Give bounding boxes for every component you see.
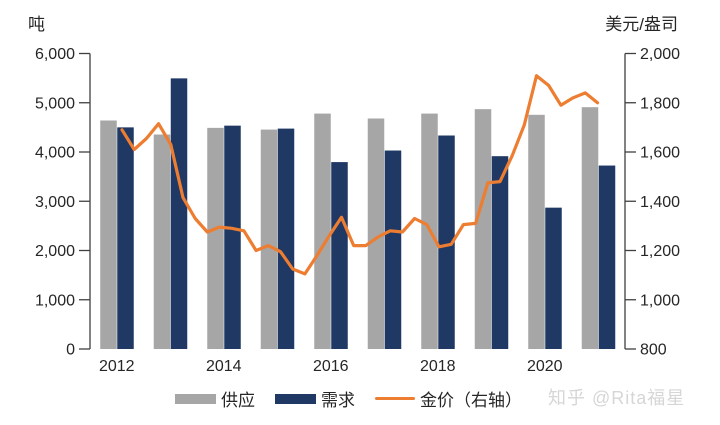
svg-text:2012: 2012	[99, 358, 135, 375]
svg-text:1,800: 1,800	[640, 95, 680, 112]
svg-text:2,000: 2,000	[640, 46, 680, 63]
svg-text:2016: 2016	[313, 358, 349, 375]
svg-text:2018: 2018	[420, 358, 456, 375]
svg-text:1,000: 1,000	[35, 292, 75, 309]
supply-bar-2021	[581, 107, 599, 350]
supply-bar-2019	[474, 109, 492, 349]
demand-swatch-icon	[275, 393, 316, 404]
svg-text:1,000: 1,000	[640, 292, 680, 309]
right-axis-unit-label: 美元/盎司	[605, 15, 678, 34]
demand-bar-2015	[277, 128, 295, 349]
legend-item-gold-price: 金价（右轴）	[375, 386, 522, 411]
legend-item-demand: 需求	[275, 386, 355, 411]
svg-text:4,000: 4,000	[35, 145, 75, 162]
supply-swatch-icon	[175, 393, 216, 404]
demand-bar-2016	[331, 162, 348, 349]
chart-legend: 供应 需求 金价（右轴）	[175, 386, 522, 411]
demand-bar-2020	[545, 207, 562, 349]
demand-bar-2021	[598, 165, 616, 349]
left-axis-unit-label: 吨	[28, 15, 45, 34]
svg-text:2,000: 2,000	[35, 243, 75, 260]
demand-bar-2019	[491, 156, 509, 349]
supply-bar-2014	[207, 127, 224, 350]
supply-bar-2015	[260, 129, 278, 349]
legend-item-supply: 供应	[175, 386, 255, 411]
demand-bar-2017	[384, 150, 402, 349]
svg-text:2020: 2020	[527, 358, 563, 375]
axis-ticks-and-labels: 0 800 1,000 1,000 2,000 1,200 3,000 1,400 4,000 1…	[35, 46, 680, 359]
demand-bar-2013	[170, 78, 188, 349]
demand-bar-2018	[438, 135, 455, 349]
legend-label-demand: 需求	[321, 391, 355, 410]
x-axis-labels: 2012 2014 2016 2018 2020	[99, 358, 563, 375]
svg-text:3,000: 3,000	[35, 194, 75, 211]
svg-text:6,000: 6,000	[35, 46, 75, 63]
supply-bar-2017	[367, 118, 385, 349]
demand-bar-2014	[224, 125, 241, 350]
svg-text:800: 800	[640, 342, 667, 359]
bars-group	[100, 78, 616, 350]
supply-bar-2012	[100, 120, 117, 349]
legend-label-supply: 供应	[221, 391, 255, 410]
supply-bar-2020	[528, 114, 545, 349]
svg-text:1,400: 1,400	[640, 194, 680, 211]
supply-bar-2016	[314, 113, 331, 350]
svg-text:0: 0	[66, 342, 75, 359]
gold-price-line	[120, 74, 600, 276]
zhihu-watermark: 知乎 @Rita福星	[548, 388, 686, 408]
svg-text:5,000: 5,000	[35, 95, 75, 112]
svg-text:1,200: 1,200	[640, 243, 680, 260]
supply-bar-2013	[153, 134, 171, 349]
demand-bar-2012	[117, 127, 134, 349]
svg-text:1,600: 1,600	[640, 145, 680, 162]
svg-text:2014: 2014	[206, 358, 242, 375]
legend-label-gold-price: 金价（右轴）	[420, 391, 522, 410]
gold-price-swatch-icon	[375, 396, 415, 401]
